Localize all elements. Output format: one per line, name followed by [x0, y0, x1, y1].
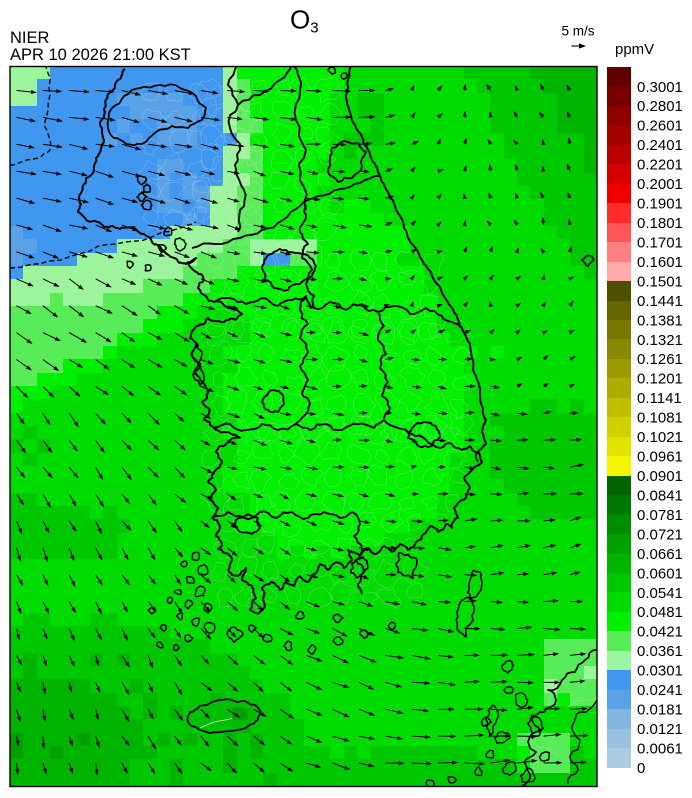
svg-text:0.0361: 0.0361 — [637, 643, 683, 660]
svg-text:0.1801: 0.1801 — [637, 215, 683, 232]
svg-text:0.0601: 0.0601 — [637, 565, 683, 582]
svg-text:0.2001: 0.2001 — [637, 176, 683, 193]
svg-text:0.0541: 0.0541 — [637, 585, 683, 602]
svg-text:0.2401: 0.2401 — [637, 137, 683, 154]
svg-text:APR 10 2026 21:00 KST: APR 10 2026 21:00 KST — [10, 46, 191, 64]
svg-text:0.1601: 0.1601 — [637, 254, 683, 271]
svg-text:0.2601: 0.2601 — [637, 118, 683, 135]
svg-text:O3: O3 — [290, 5, 319, 37]
svg-text:0.0481: 0.0481 — [637, 604, 683, 621]
svg-text:0.1081: 0.1081 — [637, 410, 683, 427]
svg-text:0.1901: 0.1901 — [637, 196, 683, 213]
svg-text:0.1021: 0.1021 — [637, 429, 683, 446]
svg-text:0.0241: 0.0241 — [637, 682, 683, 699]
svg-text:NIER: NIER — [10, 29, 50, 47]
svg-text:0.2801: 0.2801 — [637, 98, 683, 115]
svg-text:0.2201: 0.2201 — [637, 157, 683, 174]
svg-text:0.1201: 0.1201 — [637, 371, 683, 388]
svg-text:0.0721: 0.0721 — [637, 526, 683, 543]
svg-text:0.0421: 0.0421 — [637, 624, 683, 641]
svg-text:0.0181: 0.0181 — [637, 702, 683, 719]
svg-text:0.0961: 0.0961 — [637, 449, 683, 466]
svg-text:0.1701: 0.1701 — [637, 235, 683, 252]
svg-text:0.0121: 0.0121 — [637, 721, 683, 738]
svg-text:0.0841: 0.0841 — [637, 487, 683, 504]
svg-text:0.1441: 0.1441 — [637, 293, 683, 310]
svg-text:0.0301: 0.0301 — [637, 663, 683, 680]
svg-text:0.1381: 0.1381 — [637, 312, 683, 329]
svg-text:0.1141: 0.1141 — [637, 390, 682, 407]
svg-text:0.0661: 0.0661 — [637, 546, 683, 563]
svg-text:0.0061: 0.0061 — [637, 740, 683, 757]
svg-text:0.1261: 0.1261 — [637, 351, 683, 368]
svg-text:0.0901: 0.0901 — [637, 468, 683, 485]
svg-text:5 m/s: 5 m/s — [561, 24, 594, 39]
svg-text:ppmV: ppmV — [615, 41, 654, 58]
svg-text:0.0781: 0.0781 — [637, 507, 683, 524]
svg-text:0.3001: 0.3001 — [637, 79, 683, 96]
svg-text:0.1321: 0.1321 — [637, 332, 683, 349]
svg-text:0: 0 — [637, 760, 645, 777]
svg-text:0.1501: 0.1501 — [637, 273, 683, 290]
